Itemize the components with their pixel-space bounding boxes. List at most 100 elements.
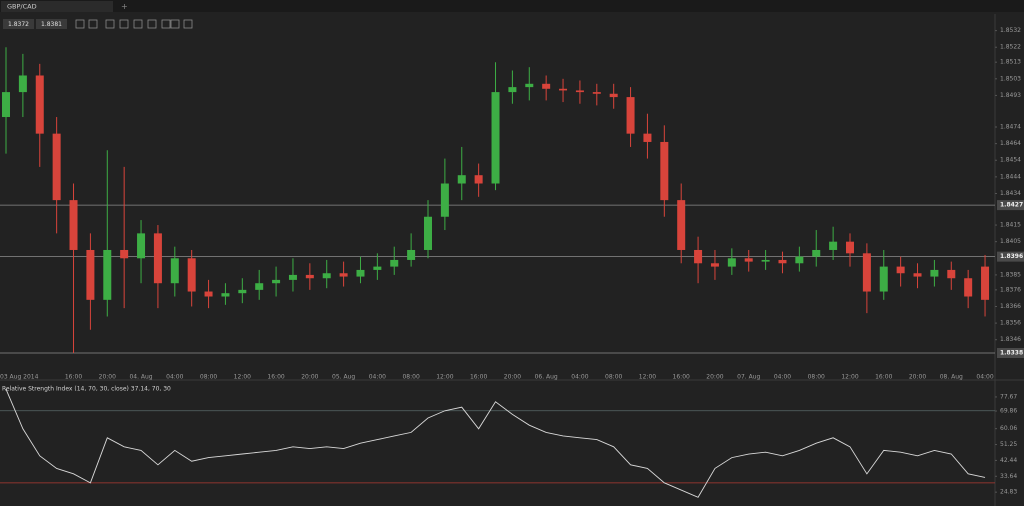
x-tick-label: 20:00 xyxy=(909,374,926,381)
x-tick-label: 05. Aug xyxy=(332,374,355,381)
candle-body xyxy=(710,263,719,267)
tool-icon[interactable] xyxy=(119,19,129,29)
tool-icon[interactable] xyxy=(147,19,157,29)
bid-box xyxy=(3,19,34,29)
candle-body xyxy=(879,266,888,292)
y-tick-label: 77.67 xyxy=(1000,393,1017,400)
candle-body xyxy=(609,93,618,98)
x-tick-label: 20:00 xyxy=(504,374,521,381)
tool-icon[interactable] xyxy=(105,19,115,29)
x-tick-label: 12:00 xyxy=(436,374,453,381)
candle-body xyxy=(964,278,973,297)
x-tick-label: 04. Aug xyxy=(129,374,152,381)
x-tick-label: 16:00 xyxy=(65,374,82,381)
candle-body xyxy=(559,88,568,91)
tool-icon[interactable] xyxy=(170,19,180,29)
y-tick-label: 1.8454 xyxy=(1000,157,1021,164)
candle-body xyxy=(727,258,736,267)
x-tick-label: 08:00 xyxy=(605,374,622,381)
candle-body xyxy=(862,253,871,292)
candle-body xyxy=(390,259,399,267)
candle-body xyxy=(592,92,601,94)
y-tick-label: 24.83 xyxy=(1000,489,1017,496)
x-tick-label: 16:00 xyxy=(875,374,892,381)
x-tick-label: 20:00 xyxy=(99,374,116,381)
candle-body xyxy=(86,249,95,300)
x-tick-label: 08:00 xyxy=(808,374,825,381)
price-level-label: 1.8427 xyxy=(1000,202,1023,209)
ask-price: 1.8381 xyxy=(41,21,62,28)
price-level-label: 1.8338 xyxy=(1000,350,1023,357)
candle-body xyxy=(913,273,922,277)
toolbar xyxy=(75,19,193,29)
x-tick-label: 16:00 xyxy=(267,374,284,381)
candle-body xyxy=(69,200,78,250)
y-tick-label: 1.8474 xyxy=(1000,124,1021,131)
bid-price: 1.8372 xyxy=(8,21,29,28)
y-tick-label: 1.8464 xyxy=(1000,140,1021,147)
candle-body xyxy=(103,249,112,300)
candle-body xyxy=(187,258,196,292)
x-tick-label: 04:00 xyxy=(571,374,588,381)
tab-title: GBP/CAD xyxy=(7,3,37,11)
new-tab[interactable]: + xyxy=(121,2,128,11)
x-tick-label: 20:00 xyxy=(301,374,318,381)
candle-body xyxy=(761,259,770,262)
x-tick-label: 16:00 xyxy=(470,374,487,381)
candle-body xyxy=(440,183,449,217)
candle-body xyxy=(52,133,61,201)
candle-body xyxy=(896,266,905,274)
candle-body xyxy=(981,266,990,300)
tool-icon[interactable] xyxy=(133,19,143,29)
candle-body xyxy=(694,249,703,264)
candle-body xyxy=(322,273,331,279)
y-tick-label: 1.8532 xyxy=(1000,27,1021,34)
tool-icon[interactable] xyxy=(183,19,193,29)
y-tick-label: 1.8366 xyxy=(1000,303,1021,310)
rsi-line xyxy=(5,388,986,498)
price-level-box xyxy=(997,348,1024,359)
candle-body xyxy=(35,75,44,134)
y-tick-label: 1.8503 xyxy=(1000,75,1021,82)
candle-body xyxy=(846,241,854,254)
x-tick-label: 12:00 xyxy=(639,374,656,381)
tool-icon[interactable] xyxy=(75,19,85,29)
candle-body xyxy=(18,75,27,93)
candle-body xyxy=(744,258,753,262)
y-tick-label: 1.8434 xyxy=(1000,190,1021,197)
x-tick-label: 08:00 xyxy=(200,374,217,381)
price-level-box xyxy=(997,200,1024,211)
ask-box xyxy=(36,19,67,29)
x-tick-label: 06. Aug xyxy=(535,374,558,381)
tool-icon[interactable] xyxy=(88,19,98,29)
candle-body xyxy=(339,273,348,277)
candle-body xyxy=(407,249,416,260)
x-tick-label: 03 Aug 2014 xyxy=(0,374,39,381)
candle-body xyxy=(474,175,483,184)
candle-body xyxy=(238,289,247,294)
candle-body xyxy=(153,233,162,284)
y-tick-label: 60.06 xyxy=(1000,425,1017,432)
tab-bar xyxy=(0,0,1024,12)
x-tick-label: 04:00 xyxy=(774,374,791,381)
price-level-label: 1.8396 xyxy=(1000,253,1023,260)
x-tick-label: 07. Aug xyxy=(737,374,760,381)
candle-body xyxy=(204,291,213,297)
candle-body xyxy=(356,269,365,277)
y-tick-label: 1.8444 xyxy=(1000,173,1021,180)
candle-body xyxy=(2,92,10,118)
y-tick-label: 1.8376 xyxy=(1000,286,1021,293)
tool-icon[interactable] xyxy=(161,19,171,29)
candle-body xyxy=(373,266,382,270)
x-tick-label: 16:00 xyxy=(673,374,690,381)
candle-body xyxy=(424,216,432,250)
x-tick-label: 20:00 xyxy=(706,374,723,381)
y-tick-label: 1.8513 xyxy=(1000,59,1021,66)
candle-body xyxy=(272,279,281,284)
candle-body xyxy=(508,87,517,93)
tab[interactable] xyxy=(1,1,113,12)
x-tick-label: 08. Aug xyxy=(940,374,963,381)
candle-body xyxy=(255,283,264,290)
y-tick-label: 1.8522 xyxy=(1000,44,1021,51)
